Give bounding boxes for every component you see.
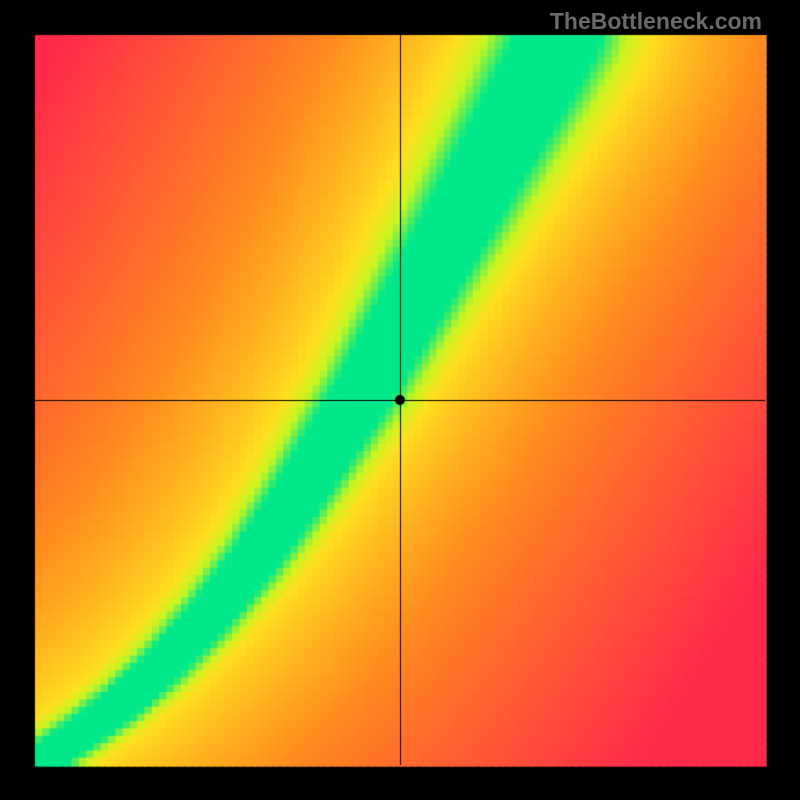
watermark-text: TheBottleneck.com bbox=[550, 8, 762, 35]
chart-container: TheBottleneck.com bbox=[0, 0, 800, 800]
bottleneck-heatmap bbox=[0, 0, 800, 800]
